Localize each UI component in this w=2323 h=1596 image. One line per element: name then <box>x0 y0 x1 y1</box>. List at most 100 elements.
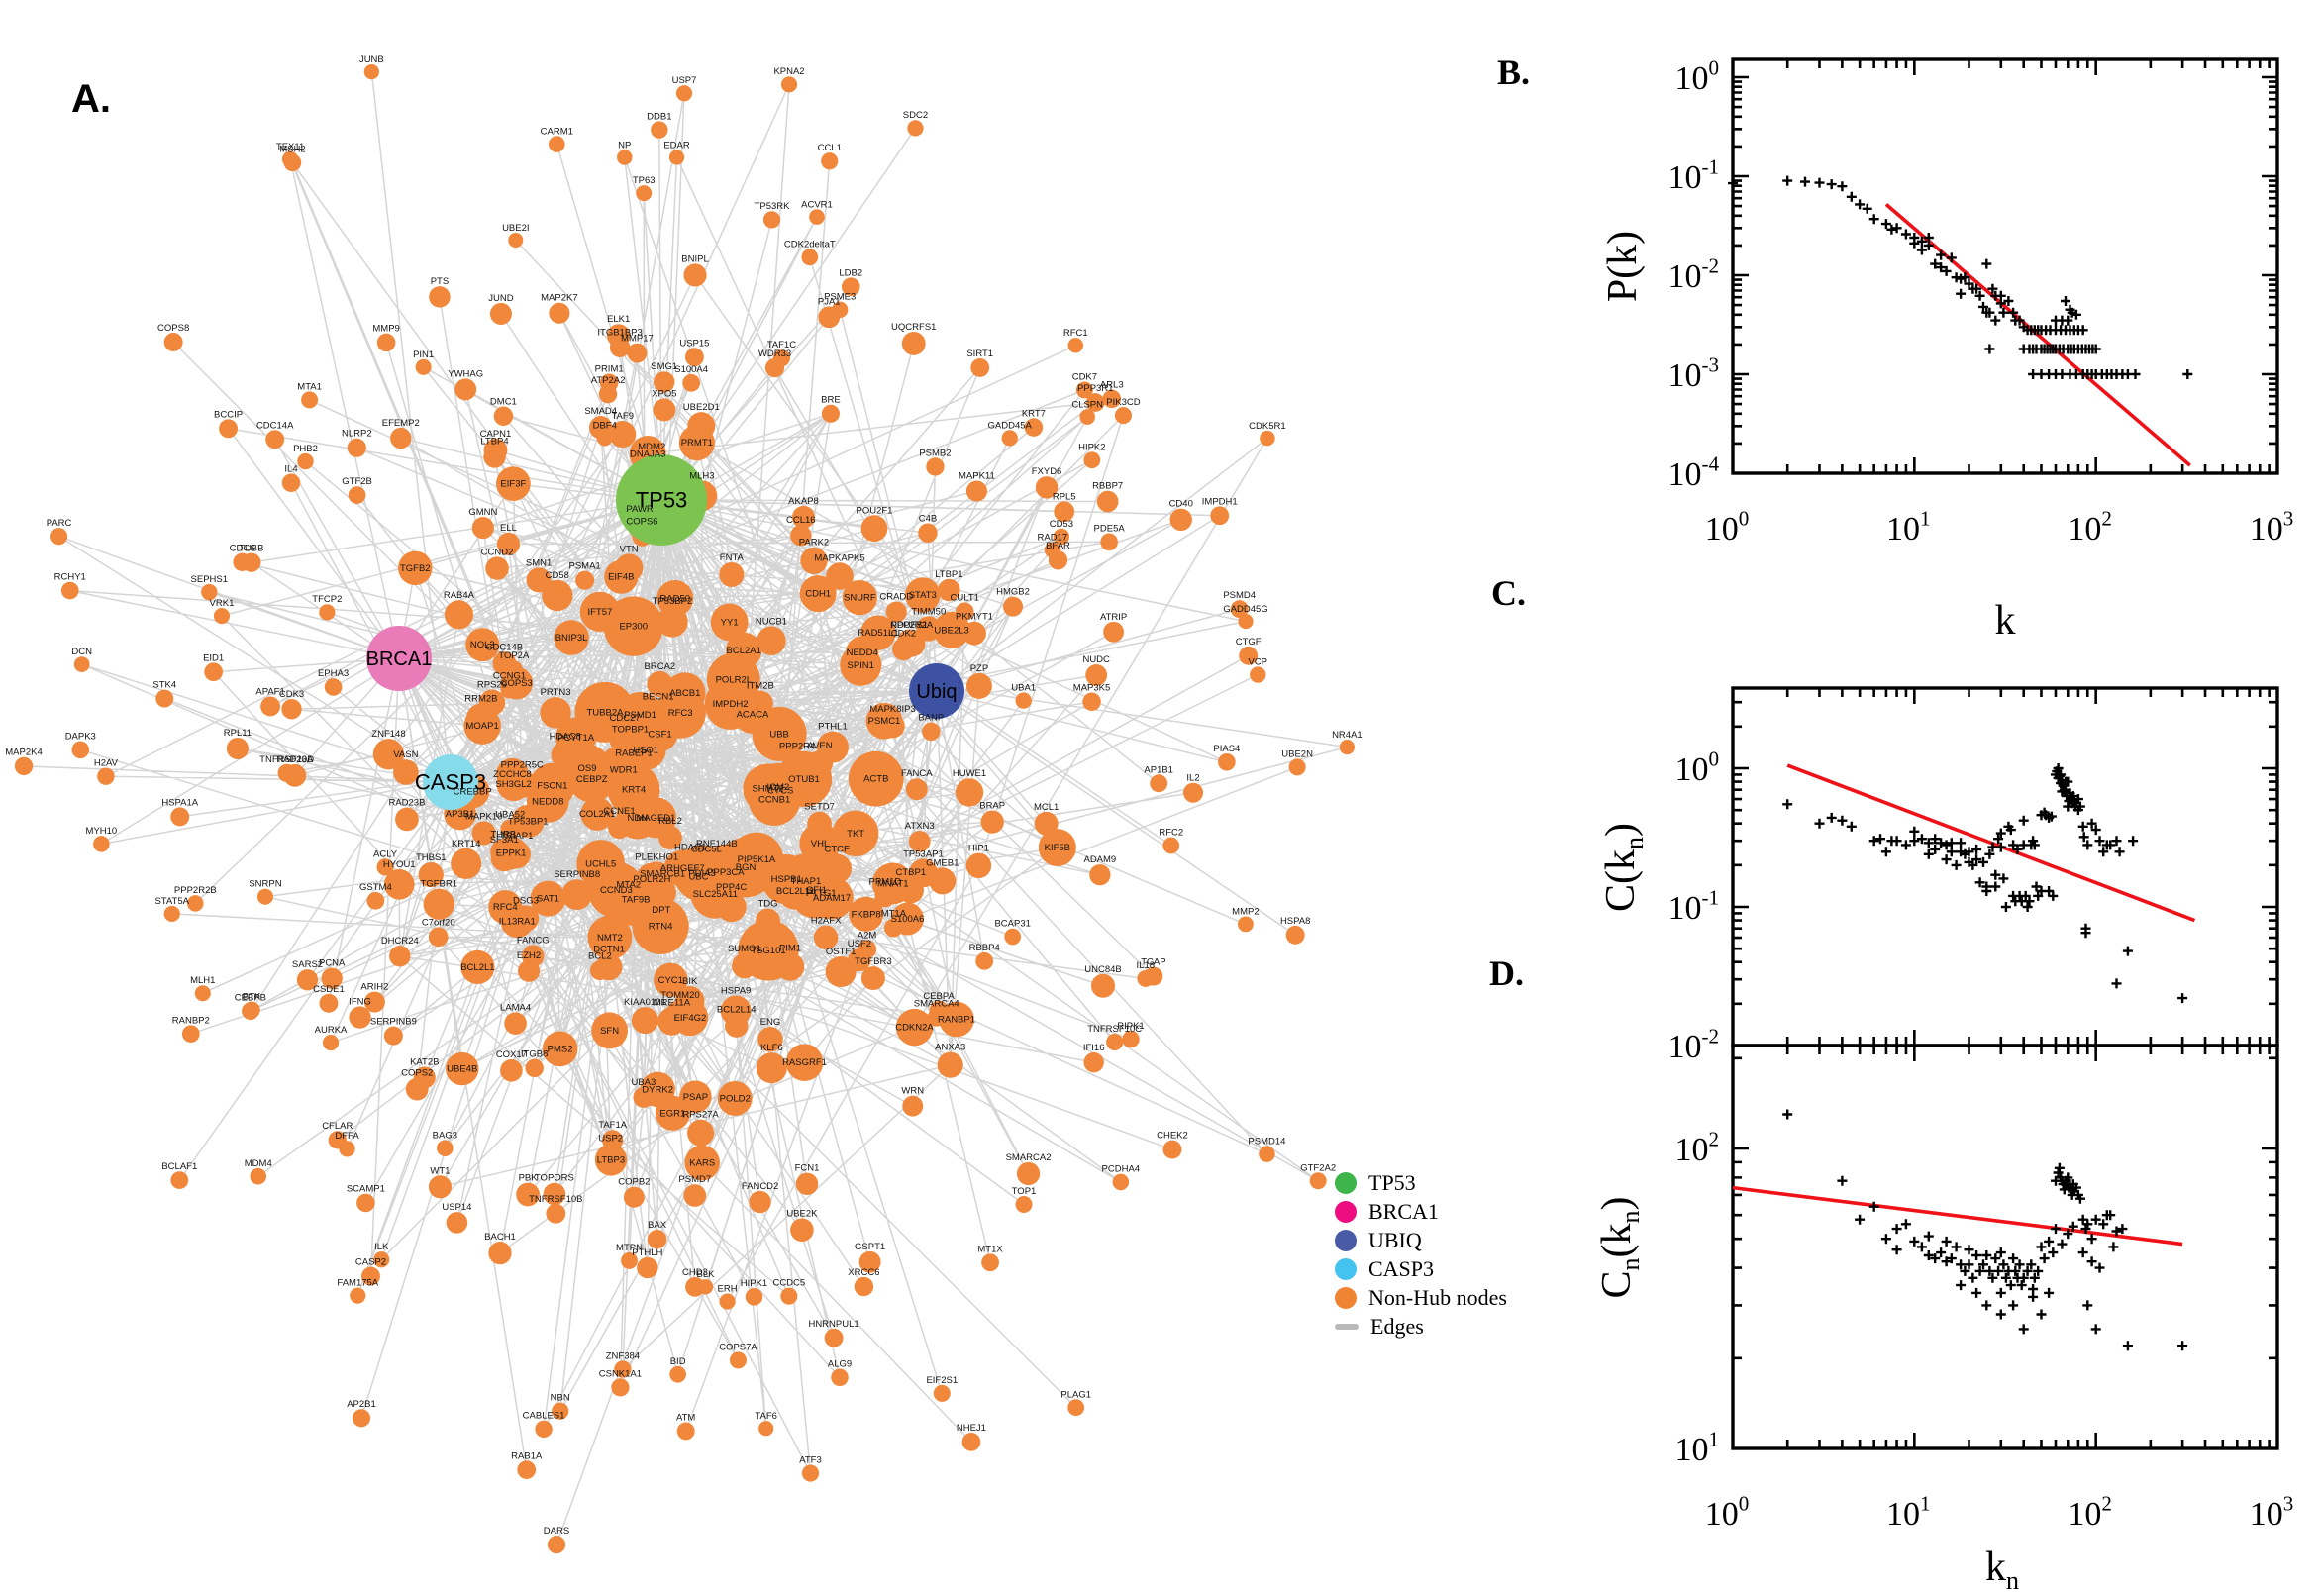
hub-node-casp3 <box>423 754 478 810</box>
network-node-label: BIK <box>682 976 698 987</box>
network-node-label: THRB <box>490 829 516 840</box>
network-node-label: TAF6 <box>755 1411 777 1422</box>
network-node <box>832 810 879 857</box>
network-node-label: C4B <box>919 514 937 525</box>
network-node <box>465 628 500 662</box>
network-node <box>821 152 839 170</box>
network-node-label: ANXA3 <box>935 1043 965 1053</box>
network-node <box>587 915 633 960</box>
network-node <box>683 1184 707 1207</box>
network-node-label: AURKA <box>315 1025 348 1036</box>
network-node <box>729 832 784 887</box>
network-node-label: ADAM17 <box>813 893 851 904</box>
network-node-label: JUND <box>488 293 513 304</box>
axis-tick-label: 102 <box>2068 1492 2112 1533</box>
network-node-label: TSG101 <box>751 946 785 956</box>
axis-tick-label: 10-2 <box>1667 254 1719 295</box>
network-node <box>373 1251 390 1268</box>
network-node-label: PTHLH <box>632 1247 662 1258</box>
network-node-label: CHEK2 <box>1157 1131 1188 1142</box>
network-node <box>1085 393 1105 412</box>
network-node-label: RNF144B <box>696 839 738 849</box>
network-legend: TP53 BRCA1 UBIQ CASP3 Non-Hub nodes Edge… <box>1335 1172 1507 1338</box>
network-node <box>795 1172 819 1196</box>
network-node-label: TKT <box>847 829 864 840</box>
network-node-label: HIP1 <box>968 844 989 854</box>
network-node-label: NBN <box>551 1393 570 1404</box>
network-node <box>492 651 517 676</box>
network-node <box>495 466 531 501</box>
network-node-label: COPS8 <box>157 323 189 334</box>
network-node-label: ZCCHC8 <box>493 769 532 780</box>
network-node <box>350 1287 366 1304</box>
network-node <box>785 1044 824 1081</box>
network-node-label: TDG <box>758 899 777 910</box>
network-node <box>496 532 521 556</box>
network-node-label: COPS2 <box>401 1068 433 1079</box>
network-node <box>676 1422 695 1441</box>
network-node <box>594 1144 628 1176</box>
network-node <box>277 763 296 782</box>
network-node-label: TOP1 <box>1012 1186 1037 1197</box>
network-node <box>821 404 840 423</box>
network-node-label: DPT <box>652 905 670 916</box>
network-node-label: PKMYT1 <box>956 612 993 623</box>
network-node-label: SMAD4 <box>584 406 617 417</box>
network-node-label: NDUFS1 <box>890 620 928 631</box>
network-node-label: OS9 <box>577 763 596 774</box>
network-node <box>1003 596 1024 617</box>
network-node-label: BCLAF1 <box>161 1161 197 1172</box>
network-node <box>383 1026 403 1046</box>
network-node <box>471 517 494 540</box>
network-node <box>14 756 34 776</box>
network-node <box>682 373 701 392</box>
network-node-label: HUWE1 <box>953 768 986 779</box>
network-node-label: NOL3 <box>470 640 495 650</box>
network-node <box>654 371 675 393</box>
network-node <box>858 1250 881 1273</box>
network-node <box>446 1212 468 1234</box>
network-node-label: CEBPA <box>923 991 955 1002</box>
network-node <box>552 1402 569 1420</box>
network-node-label: CSF1 <box>648 729 671 740</box>
network-node <box>772 349 791 367</box>
legend-item-edges: Edges <box>1335 1316 1507 1338</box>
network-node <box>1237 916 1254 933</box>
network-node-label: ARL3 <box>1100 380 1124 391</box>
network-node-label: RAB1A <box>511 1450 543 1461</box>
network-node-label: SARS2 <box>292 959 323 970</box>
network-node <box>955 602 974 622</box>
network-node <box>623 1186 645 1208</box>
network-node-label: MAGED1 <box>636 813 675 824</box>
network-node <box>1015 692 1032 709</box>
network-node-label: TAF1A <box>598 1120 628 1131</box>
network-node <box>547 1536 566 1554</box>
network-node-label: LTBP4 <box>480 436 508 447</box>
network-node-label: PIAS4 <box>1213 744 1240 754</box>
network-node <box>697 1279 714 1295</box>
network-node-label: CDK2 <box>891 628 916 639</box>
network-node <box>614 1360 632 1378</box>
network-node <box>549 136 565 152</box>
network-node-label: UBE2D1 <box>683 402 720 413</box>
network-node-label: H2AFX <box>811 916 842 927</box>
network-node <box>542 1031 578 1067</box>
network-node-label: CDK2deltaT <box>784 239 836 249</box>
network-node <box>488 1242 512 1265</box>
network-node <box>324 678 343 696</box>
fit-line <box>1732 1185 2183 1247</box>
network-node <box>361 1266 380 1286</box>
network-node-label: PSMD1 <box>624 710 656 721</box>
network-node-label: ARIH2 <box>360 982 388 993</box>
network-node <box>1083 451 1101 469</box>
network-node-label: IMPDH2 <box>713 699 749 710</box>
network-nonhub-nodes <box>14 64 1355 1554</box>
network-node <box>824 1328 844 1347</box>
network-node-label: NEDD4 <box>847 648 878 658</box>
network-node <box>319 993 339 1013</box>
network-node-label: CREBBP <box>454 786 492 797</box>
network-node <box>631 1007 658 1035</box>
network-node-label: GTF2A2 <box>1300 1162 1336 1173</box>
network-node <box>1260 430 1275 447</box>
